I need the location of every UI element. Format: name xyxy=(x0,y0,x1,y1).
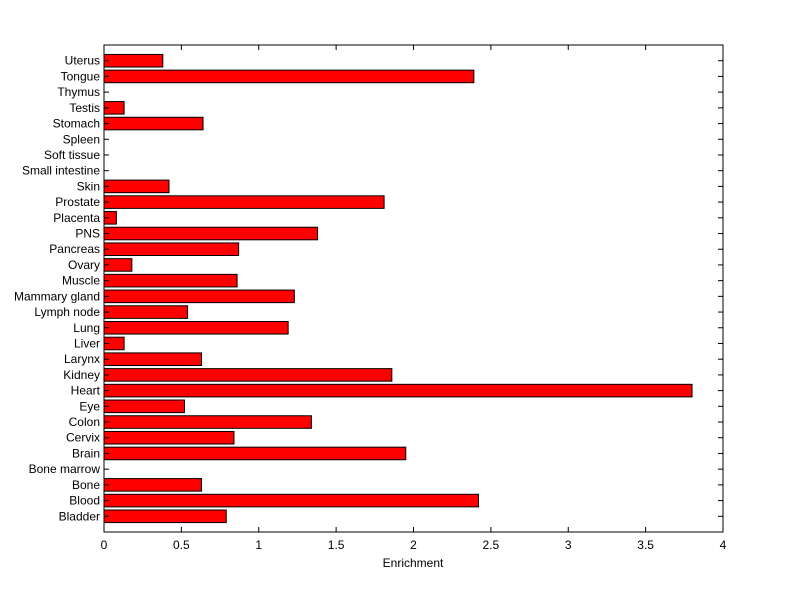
x-tick-label: 2.5 xyxy=(483,538,500,552)
bar-kidney xyxy=(103,368,393,382)
bar-larynx xyxy=(103,352,202,366)
y-tick-label-thymus: Thymus xyxy=(57,85,100,99)
bar-colon xyxy=(103,415,312,429)
y-tick-label-small-intestine: Small intestine xyxy=(22,164,100,178)
y-tick-label-cervix: Cervix xyxy=(66,431,100,445)
y-tick-label-muscle: Muscle xyxy=(62,274,100,288)
y-tick-label-soft-tissue: Soft tissue xyxy=(44,148,100,162)
y-tick-label-testis: Testis xyxy=(69,101,100,115)
x-tick-label: 1 xyxy=(255,538,262,552)
y-tick-label-larynx: Larynx xyxy=(64,352,100,366)
x-tick-label: 0 xyxy=(101,538,108,552)
y-tick-label-lymph-node: Lymph node xyxy=(34,305,100,319)
x-tick-label: 3.5 xyxy=(637,538,654,552)
y-tick-label-blood: Blood xyxy=(69,494,100,508)
y-tick-label-skin: Skin xyxy=(77,179,100,193)
bar-uterus xyxy=(103,53,164,68)
x-tick-label: 1.5 xyxy=(328,538,345,552)
bar-skin xyxy=(103,179,170,194)
plot-frame xyxy=(103,44,724,533)
y-tick-label-ovary: Ovary xyxy=(68,258,100,272)
bar-bone xyxy=(103,478,202,492)
y-tick-label-prostate: Prostate xyxy=(55,195,100,209)
y-tick-label-bladder: Bladder xyxy=(59,509,100,523)
y-tick-label-mammary-gland: Mammary gland xyxy=(14,289,100,303)
y-tick-label-bone-marrow: Bone marrow xyxy=(29,462,101,476)
x-tick-label: 2 xyxy=(410,538,417,552)
y-tick-label-uterus: Uterus xyxy=(65,54,100,68)
y-tick-label-tongue: Tongue xyxy=(61,69,101,83)
bar-prostate xyxy=(103,195,385,209)
y-tick-label-placenta: Placenta xyxy=(53,211,100,225)
bar-lung xyxy=(103,320,289,335)
bar-eye xyxy=(103,399,185,414)
bar-tongue xyxy=(103,69,475,84)
y-tick-label-pns: PNS xyxy=(75,227,100,241)
bar-blood xyxy=(103,493,479,508)
bar-pancreas xyxy=(103,242,240,257)
y-tick-label-bone: Bone xyxy=(72,478,100,492)
y-tick-label-lung: Lung xyxy=(73,321,100,335)
x-tick-label: 4 xyxy=(720,538,727,552)
bar-bladder xyxy=(103,509,227,524)
y-tick-label-liver: Liver xyxy=(74,336,100,350)
y-tick-label-pancreas: Pancreas xyxy=(49,242,100,256)
bar-pns xyxy=(103,226,319,241)
bar-brain xyxy=(103,446,407,461)
y-tick-label-kidney: Kidney xyxy=(63,368,100,382)
y-tick-label-eye: Eye xyxy=(79,399,100,413)
bar-lymph-node xyxy=(103,305,189,319)
bar-mammary-gland xyxy=(103,289,295,304)
y-tick-label-spleen: Spleen xyxy=(63,132,100,146)
x-tick-label: 0.5 xyxy=(173,538,190,552)
bar-cervix xyxy=(103,430,235,445)
x-tick-label: 3 xyxy=(565,538,572,552)
bar-heart xyxy=(103,383,693,398)
x-ticks-group: 0 0.5 1 1.5 2 2.5 3 3.5 4 xyxy=(101,45,727,552)
y-tick-label-stomach: Stomach xyxy=(53,117,100,131)
y-tick-label-colon: Colon xyxy=(69,415,100,429)
bar-stomach xyxy=(103,116,204,131)
y-tick-label-heart: Heart xyxy=(71,384,101,398)
y-tick-label-brain: Brain xyxy=(72,446,100,460)
bar-muscle xyxy=(103,273,238,288)
x-axis-label: Enrichment xyxy=(383,556,444,570)
